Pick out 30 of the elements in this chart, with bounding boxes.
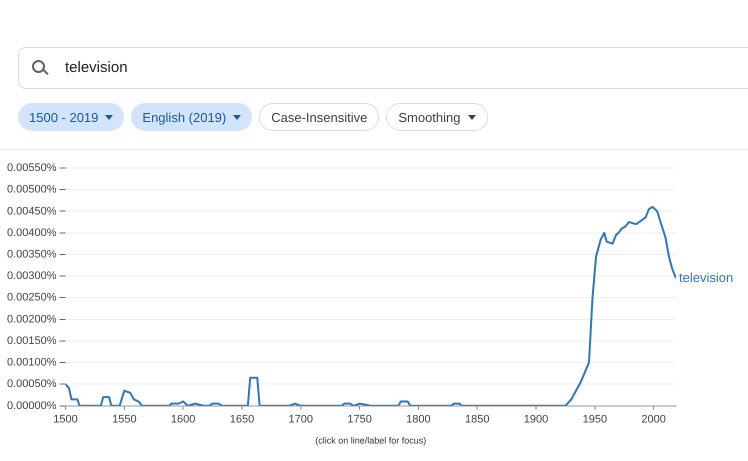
x-tick-label: 1900 (524, 413, 548, 426)
y-tick-label: 0.00000% (6, 400, 57, 412)
text: television (65, 59, 128, 76)
y-tick-label: 0.00500% (6, 184, 57, 196)
y-tick-label: 0.00300% (6, 270, 57, 282)
text: 1500 - 2019 (29, 110, 98, 124)
x-tick-label: 1700 (288, 413, 314, 426)
x-tick-label: 1850 (464, 413, 490, 426)
text: Smoothing (398, 110, 460, 124)
x-tick-label: 1500 (53, 413, 78, 426)
y-tick-label: 0.00350% (6, 248, 57, 261)
y-tick-label: 0.00100% (6, 356, 57, 369)
x-tick-label: 2000 (641, 413, 666, 426)
y-tick-label: 0.00050% (6, 378, 57, 390)
x-tick-label: 1950 (582, 413, 608, 426)
x-tick-label: 1750 (347, 413, 372, 426)
y-tick-label: 0.00450% (6, 205, 57, 218)
text: (click on line/label for focus) (315, 435, 426, 446)
x-tick-label: 1800 (406, 413, 431, 426)
text: Case-Insensitive (271, 110, 368, 124)
x-tick-label: 1600 (170, 413, 196, 426)
x-tick-label: 1650 (230, 413, 254, 426)
series-label: television (679, 270, 734, 285)
y-tick-label: 0.00200% (6, 313, 57, 326)
y-tick-label: 0.00400% (6, 226, 57, 239)
y-tick-label: 0.00150% (6, 334, 57, 347)
y-tick-label: 0.00550% (6, 162, 57, 174)
y-tick-label: 0.00250% (6, 292, 57, 304)
x-tick-label: 1550 (112, 413, 137, 426)
text: English (2019) (142, 110, 226, 124)
